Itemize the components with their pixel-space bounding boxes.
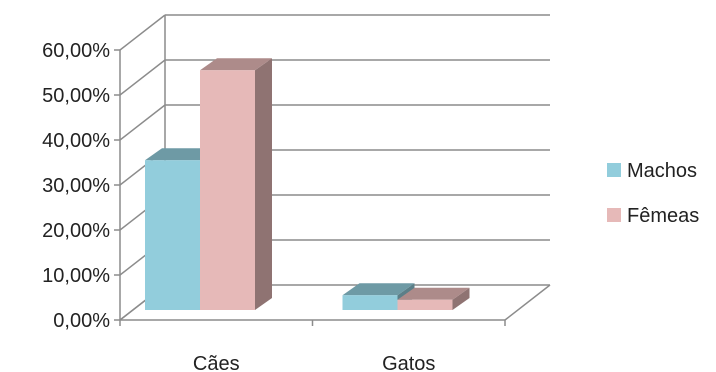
y-tick-label: 50,00% — [42, 85, 110, 107]
bar-top-face — [342, 283, 415, 296]
legend-swatch — [607, 163, 621, 177]
legend-swatch — [607, 208, 621, 222]
gridline-side-6 — [119, 14, 166, 51]
bar-top-face — [145, 148, 217, 161]
legend: Machos Fêmeas — [607, 160, 699, 227]
bar-side-face — [255, 58, 272, 310]
y-tick-label: 0,00% — [53, 310, 110, 332]
bar — [200, 58, 272, 310]
y-tick-label: 40,00% — [42, 130, 110, 152]
bar-front-face — [145, 160, 200, 310]
legend-label: Machos — [627, 160, 697, 182]
y-axis-ticks: 0,00% 10,00% 20,00% 30,00% 40,00% 50,00% 60,00… — [42, 40, 120, 332]
x-axis-ticks: Cães Gatos — [119, 320, 506, 372]
bar-top-face — [200, 58, 272, 71]
bar — [397, 287, 470, 310]
gridline-side-5 — [119, 59, 166, 96]
bar-side-face — [452, 287, 470, 310]
x-category-label: Gatos — [382, 353, 435, 372]
y-tick-label: 20,00% — [42, 220, 110, 242]
y-tick-label: 10,00% — [42, 265, 110, 287]
floor-right-edge — [504, 284, 551, 321]
gridline-side-4 — [119, 104, 166, 141]
bar-front-face — [342, 295, 398, 310]
bar-front-face — [200, 70, 255, 310]
legend-label: Fêmeas — [627, 205, 699, 227]
x-category-label: Cães — [193, 353, 240, 372]
bar-top-face — [397, 287, 470, 300]
y-tick-label: 60,00% — [42, 40, 110, 62]
bars — [145, 58, 470, 310]
bar-front-face — [397, 299, 453, 310]
y-tick-label: 30,00% — [42, 175, 110, 197]
